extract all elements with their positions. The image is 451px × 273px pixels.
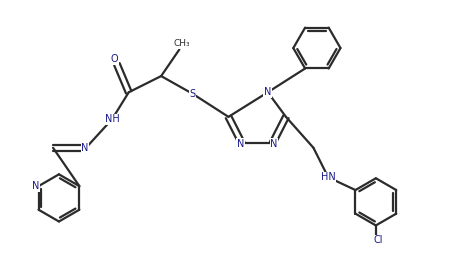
Text: N: N — [270, 139, 277, 149]
Text: N: N — [32, 181, 40, 191]
Text: HN: HN — [320, 172, 335, 182]
Text: CH₃: CH₃ — [173, 39, 190, 48]
Text: NH: NH — [105, 114, 119, 124]
Text: S: S — [189, 89, 195, 99]
Text: O: O — [110, 54, 118, 64]
Text: N: N — [263, 87, 271, 97]
Text: N: N — [236, 139, 244, 149]
Text: Cl: Cl — [373, 235, 382, 245]
Text: N: N — [81, 143, 88, 153]
